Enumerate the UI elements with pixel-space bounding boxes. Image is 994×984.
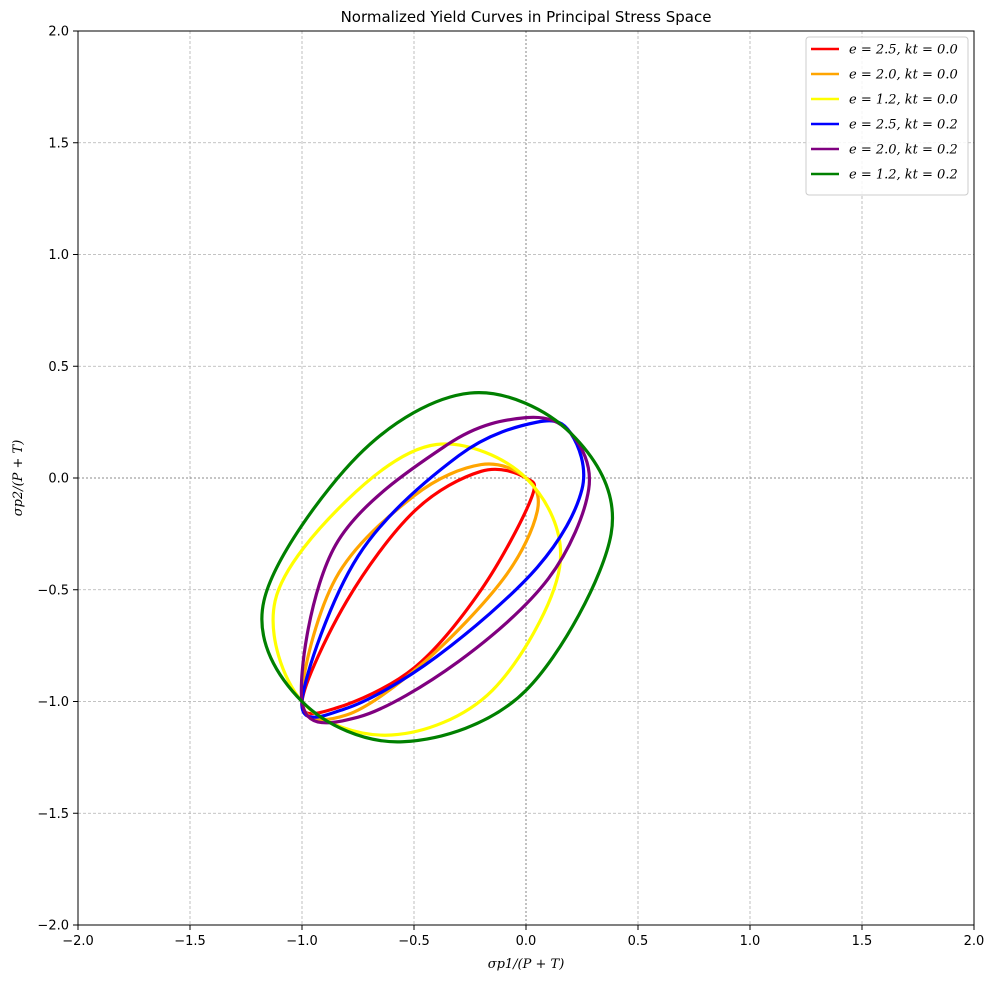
x-tick-label: 0.5 <box>628 934 649 949</box>
legend-entry: e = 2.5, kt = 0.0 <box>849 43 958 58</box>
legend-entry: e = 1.2, kt = 0.0 <box>849 93 958 108</box>
legend-entry: e = 1.2, kt = 0.2 <box>849 168 958 183</box>
y-tick-label: 2.0 <box>48 25 69 40</box>
chart-title: Normalized Yield Curves in Principal Str… <box>341 8 712 26</box>
legend-entry: e = 2.5, kt = 0.2 <box>849 118 958 133</box>
x-tick-label: −2.0 <box>62 934 94 949</box>
y-tick-label: 1.5 <box>48 136 69 151</box>
y-axis-label: σp2/(P + T) <box>11 440 26 517</box>
y-tick-label: 0.0 <box>48 472 69 487</box>
y-tick-label: −1.0 <box>37 695 69 710</box>
y-tick-label: −0.5 <box>37 583 69 598</box>
yield-curve-5 <box>260 391 614 744</box>
x-tick-label: −1.5 <box>174 934 206 949</box>
legend-entry: e = 2.0, kt = 0.2 <box>849 143 958 158</box>
x-tick-label: −0.5 <box>398 934 430 949</box>
x-tick-label: −1.0 <box>286 934 318 949</box>
yield-curve-4 <box>299 415 592 725</box>
x-tick-label: 1.0 <box>740 934 761 949</box>
x-tick-label: 2.0 <box>964 934 985 949</box>
yield-curves <box>260 391 614 744</box>
yield-curve-0 <box>300 467 537 716</box>
x-tick-label: 1.5 <box>852 934 873 949</box>
y-tick-label: −2.0 <box>37 919 69 934</box>
y-tick-label: −1.5 <box>37 807 69 822</box>
legend: e = 2.5, kt = 0.0 e = 2.0, kt = 0.0 e = 1.… <box>805 36 969 196</box>
legend-frame <box>805 36 969 196</box>
legend-entry: e = 2.0, kt = 0.0 <box>849 68 958 83</box>
x-axis-label: σp1/(P + T) <box>488 957 565 972</box>
x-axis-ticks: −2.0 −1.5 −1.0 −0.5 0.0 0.5 1.0 1.5 2.0 <box>62 925 984 949</box>
x-tick-label: 0.0 <box>516 934 537 949</box>
y-tick-label: 1.0 <box>48 248 69 263</box>
y-axis-ticks: −2.0 −1.5 −1.0 −0.5 0.0 0.5 1.0 1.5 2.0 <box>37 25 78 934</box>
y-tick-label: 0.5 <box>48 360 69 375</box>
